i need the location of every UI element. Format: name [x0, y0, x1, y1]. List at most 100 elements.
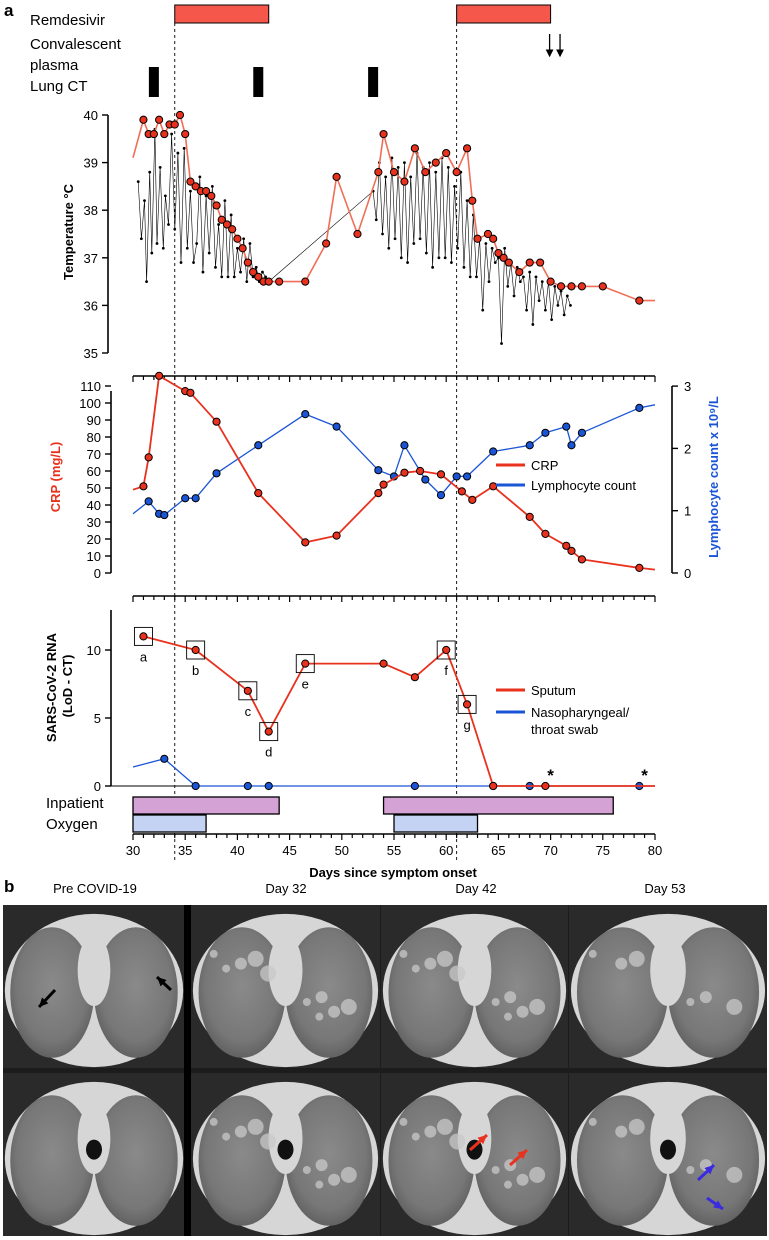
- x-axis-tick-label: 40: [230, 843, 244, 858]
- ct-slice-4-2: [569, 1073, 767, 1236]
- x-axis-tick-label: 80: [648, 843, 662, 858]
- lymphocyte-y-tick-label: 0: [684, 566, 691, 581]
- temperature-frequent-point: [569, 304, 572, 307]
- temperature-frequent-point: [399, 256, 403, 260]
- temperature-daily-point: [504, 258, 513, 267]
- swab-point: [243, 781, 252, 791]
- temperature-frequent-point: [254, 265, 258, 269]
- ct-opacity: [628, 950, 645, 967]
- sputum-sample-box-g: [457, 694, 477, 714]
- temperature-plot: [132, 110, 655, 345]
- temperature-frequent-point: [468, 275, 472, 279]
- crp-point: [635, 563, 644, 573]
- temperature-frequent-point: [462, 265, 466, 269]
- ct-mediastinum: [650, 934, 686, 1007]
- ct-title-day32: Day 32: [265, 881, 306, 896]
- temperature-frequent-point: [550, 318, 554, 322]
- ct-opacity: [588, 1117, 597, 1126]
- crp-point: [379, 480, 388, 489]
- ct-mediastinum: [77, 1102, 111, 1175]
- crp-point: [457, 487, 466, 496]
- oxygen-bar-1: [132, 814, 207, 833]
- crp-y-tick-label: 30: [87, 515, 101, 530]
- crp-point: [155, 371, 164, 380]
- temperature-daily-point: [499, 253, 508, 262]
- ct-mediastinum: [77, 934, 111, 1007]
- rna-axis-label-line1: SARS-CoV-2 RNA: [44, 632, 59, 742]
- ct-divider: [184, 905, 191, 1236]
- ct-opacity: [234, 957, 247, 970]
- temperature-daily-point: [228, 225, 237, 234]
- x-axis-tick-label: 30: [126, 843, 140, 858]
- temperature-frequent-point: [145, 280, 148, 283]
- lymphocyte-point: [577, 428, 587, 437]
- crp-point: [332, 531, 341, 540]
- negative-asterisk-2: *: [641, 766, 648, 785]
- temperature-frequent-point: [500, 342, 503, 345]
- ct-slice-2-2: [191, 1073, 380, 1236]
- x-axis-label: Days since symptom onset: [309, 865, 477, 880]
- ct-trachea: [660, 1139, 676, 1160]
- temperature-daily-point: [546, 277, 555, 286]
- temperature-frequent-point: [537, 299, 541, 303]
- temperature-frequent-point: [540, 280, 544, 283]
- ct-left-lung: [474, 1095, 561, 1226]
- crp-y-tick-label: 10: [87, 549, 101, 564]
- temperature-daily-point: [275, 277, 284, 286]
- remdesivir-label: Remdesivir: [30, 12, 105, 29]
- panel-a-label: a: [4, 1, 14, 20]
- black-arrow-2-head: [157, 977, 167, 987]
- ct-images: [3, 905, 767, 1236]
- temperature-frequent-point: [412, 242, 416, 245]
- temperature-daily-point: [243, 258, 252, 267]
- rna-axis-label-line2: (LoD - CT): [60, 655, 75, 718]
- temperature-daily-point: [186, 177, 195, 186]
- temperature-frequent-line: [137, 129, 571, 344]
- temperature-frequent-point: [214, 265, 217, 269]
- ct-opacity: [686, 1165, 695, 1174]
- temperature-y-tick-label: 40: [84, 108, 98, 123]
- ct-opacity: [424, 957, 437, 970]
- crp-legend: CRP Lymphocyte count: [496, 458, 636, 493]
- sputum-point: [301, 659, 310, 668]
- temperature-daily-point: [374, 168, 383, 177]
- temperature-daily-point: [468, 196, 477, 205]
- inpatient-bar-2: [382, 796, 614, 815]
- sputum-sample-label-d: d: [265, 745, 272, 760]
- temperature-daily-point: [567, 282, 576, 291]
- sputum-sample-box-f: [436, 640, 456, 660]
- blue-arrow-1-head: [704, 1165, 714, 1175]
- lymphocyte-point: [400, 441, 409, 450]
- ct-column-titles: Pre COVID-19 Day 32 Day 42 Day 53: [53, 881, 686, 896]
- ct-trachea: [466, 1139, 483, 1160]
- ct-right-lung: [198, 927, 286, 1058]
- temperature-frequent-point: [143, 199, 146, 203]
- ct-title-pre: Pre COVID-19: [53, 881, 137, 896]
- sputum-sample-box-c: [238, 681, 258, 701]
- ct-opacity: [399, 949, 408, 958]
- temperature-frequent-point: [446, 165, 450, 169]
- ct-mediastinum: [268, 1102, 303, 1175]
- temperature-frequent-point: [148, 170, 152, 174]
- temperature-frequent-point: [437, 256, 441, 260]
- lymphocyte-point: [374, 466, 383, 475]
- temperature-frequent-point: [559, 289, 563, 293]
- temperature-daily-point: [248, 267, 258, 277]
- temperature-frequent-point: [497, 256, 500, 260]
- temperature-daily-point: [191, 182, 200, 191]
- swab-line: [132, 758, 655, 787]
- crp-point: [144, 453, 153, 462]
- ct-title-day53: Day 53: [644, 881, 685, 896]
- temperature-frequent-point: [434, 170, 438, 174]
- temperature-frequent-point: [207, 251, 211, 255]
- ct-opacity: [503, 1012, 512, 1021]
- sputum-point: [541, 781, 550, 791]
- crp-point: [212, 417, 221, 426]
- swab-point: [191, 781, 200, 791]
- crp-point: [301, 538, 310, 547]
- lymphocyte-axis-label: Lymphocyte count x 10⁹/L: [706, 396, 721, 558]
- sputum-point: [442, 645, 451, 655]
- x-axis-tick-label: 50: [335, 843, 349, 858]
- temperature-frequent-point: [403, 161, 406, 165]
- ct-left-lung: [94, 1095, 178, 1226]
